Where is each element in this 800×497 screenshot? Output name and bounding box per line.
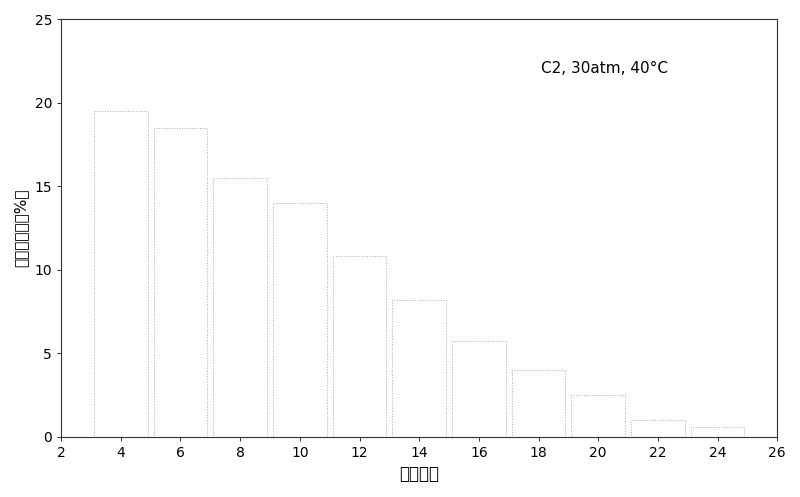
Bar — [214, 178, 267, 436]
Bar — [452, 341, 506, 436]
Bar — [94, 111, 148, 436]
Text: C2, 30atm, 40°C: C2, 30atm, 40°C — [541, 61, 668, 76]
Bar — [690, 426, 745, 436]
Bar — [154, 128, 207, 436]
Bar — [512, 370, 566, 436]
Bar — [392, 300, 446, 436]
Bar — [571, 395, 625, 436]
X-axis label: 产物碳数: 产物碳数 — [399, 465, 439, 483]
Bar — [631, 420, 685, 436]
Bar — [333, 256, 386, 436]
Y-axis label: 产物选择性（%）: 产物选择性（%） — [14, 189, 29, 267]
Bar — [273, 203, 326, 436]
